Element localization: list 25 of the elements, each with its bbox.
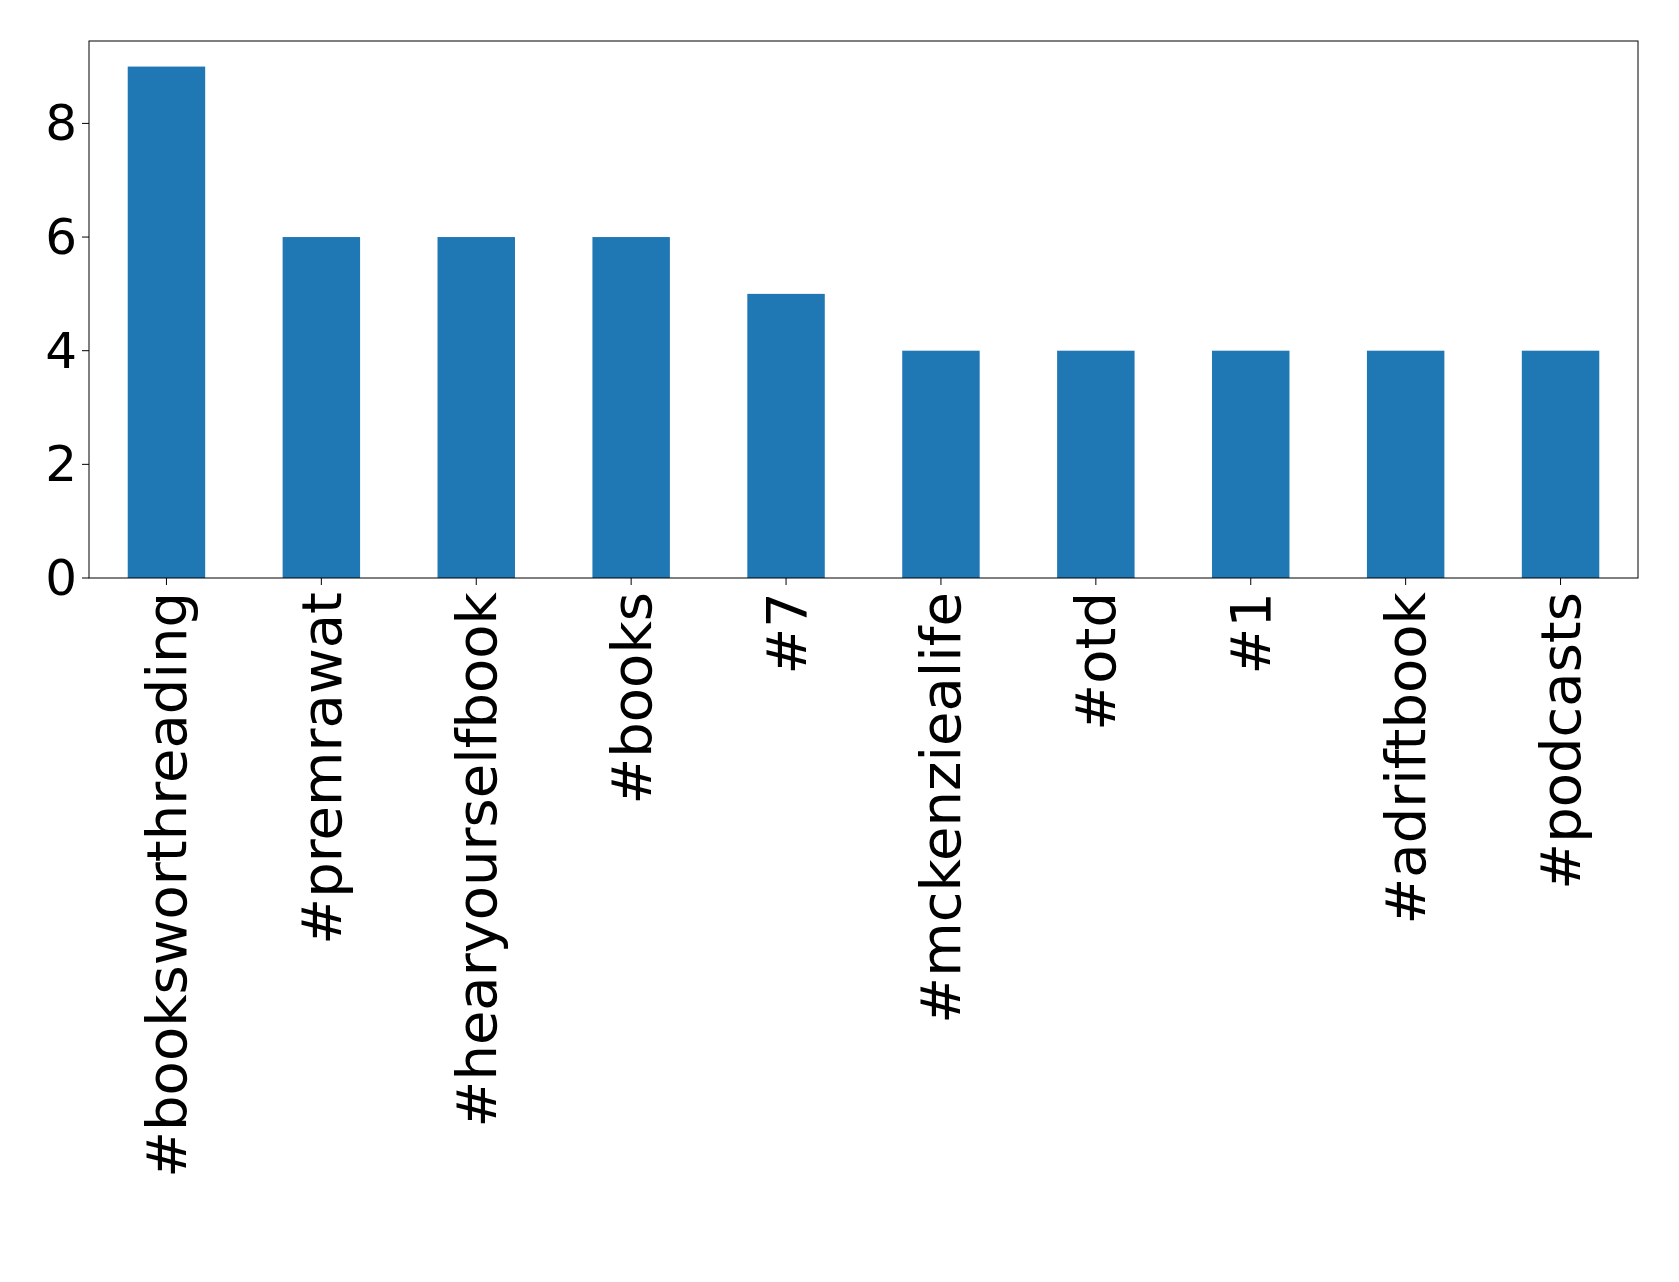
bar xyxy=(1212,350,1290,578)
bar xyxy=(1057,350,1135,578)
x-tick-label: #hearyourselfbook xyxy=(443,591,509,1128)
bar xyxy=(282,237,361,578)
x-tick-label: #booksworthreading xyxy=(133,592,199,1178)
x-tick-label: #7 xyxy=(753,592,819,675)
y-tick-label: 4 xyxy=(45,321,77,380)
y-tick-label: 8 xyxy=(45,94,77,153)
x-tick-label: #mckenziealife xyxy=(908,592,974,1024)
y-tick-label: 6 xyxy=(45,208,77,267)
bar xyxy=(592,237,670,578)
bar xyxy=(747,293,825,578)
x-tick-label: #premrawat xyxy=(288,592,354,945)
x-tick-label: #1 xyxy=(1218,592,1284,675)
bar xyxy=(1366,350,1445,578)
y-tick-label: 2 xyxy=(45,435,77,494)
x-tick-label: #podcasts xyxy=(1528,592,1594,890)
x-tick-label: #books xyxy=(598,592,664,805)
bar xyxy=(127,66,206,578)
bar xyxy=(1521,350,1600,578)
x-tick-label: #adriftbook xyxy=(1373,591,1439,925)
y-tick-label: 0 xyxy=(45,549,77,607)
bar xyxy=(437,237,515,578)
x-tick-label: #otd xyxy=(1063,592,1129,731)
bar xyxy=(902,350,980,578)
